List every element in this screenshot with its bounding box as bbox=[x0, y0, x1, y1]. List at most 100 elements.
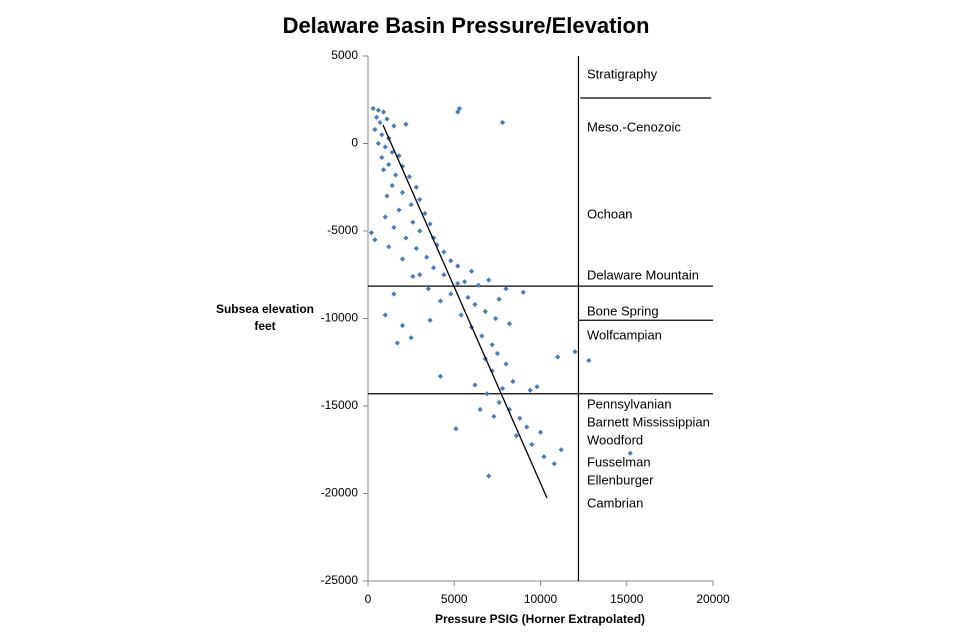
stratigraphy-label: Pennsylvanian bbox=[587, 396, 672, 411]
scatter-point bbox=[417, 272, 423, 278]
scatter-point bbox=[472, 382, 478, 388]
stratigraphy-label: Barnett Mississippian bbox=[587, 414, 710, 429]
scatter-point bbox=[437, 298, 444, 304]
scatter-point bbox=[382, 144, 388, 150]
stratigraphy-label: Bone Spring bbox=[587, 303, 659, 318]
scatter-point bbox=[379, 132, 385, 138]
scatter-point bbox=[427, 317, 433, 323]
scatter-point bbox=[372, 237, 378, 243]
scatter-point bbox=[377, 119, 383, 126]
scatter-point bbox=[408, 202, 414, 208]
scatter-point bbox=[368, 230, 375, 236]
scatter-point bbox=[517, 415, 523, 421]
stratigraphy-label: Ochoan bbox=[587, 206, 633, 221]
y-tick-label: -20000 bbox=[321, 486, 359, 500]
x-axis-title: Pressure PSIG (Horner Extrapolated) bbox=[435, 612, 645, 626]
scatter-point bbox=[413, 245, 419, 252]
scatter-point bbox=[468, 268, 475, 274]
scatter-point bbox=[555, 354, 561, 360]
scatter-point bbox=[484, 391, 490, 397]
scatter-point bbox=[379, 154, 385, 161]
scatter-point bbox=[494, 350, 500, 357]
stratigraphy-label: Stratigraphy bbox=[587, 66, 658, 81]
scatter-point bbox=[375, 140, 381, 147]
scatter-point bbox=[499, 385, 506, 392]
y-tick-label: -15000 bbox=[321, 398, 359, 412]
stratigraphy-label: Cambrian bbox=[587, 495, 643, 510]
scatter-point bbox=[527, 387, 533, 393]
scatter-point bbox=[399, 322, 406, 329]
scatter-point bbox=[437, 373, 444, 379]
x-tick-label: 15000 bbox=[610, 592, 644, 606]
x-tick-label: 20000 bbox=[696, 592, 730, 606]
scatter-point bbox=[486, 473, 492, 479]
scatter-point bbox=[453, 426, 459, 432]
scatter-point bbox=[406, 174, 412, 180]
scatter-point bbox=[425, 286, 431, 292]
scatter-point bbox=[391, 123, 397, 129]
scatter-point bbox=[493, 315, 499, 322]
stratigraphy-label: Fusselman bbox=[587, 454, 651, 469]
scatter-point bbox=[413, 184, 419, 190]
scatter-point bbox=[399, 189, 406, 196]
scatter-point bbox=[424, 254, 430, 260]
stratigraphy-label: Woodford bbox=[587, 432, 643, 447]
scatter-point bbox=[503, 286, 509, 292]
x-tick-label: 10000 bbox=[524, 592, 558, 606]
scatter-point bbox=[396, 207, 402, 213]
chart-title: Delaware Basin Pressure/Elevation bbox=[283, 13, 650, 38]
scatter-point bbox=[524, 424, 530, 430]
x-tick-label: 5000 bbox=[441, 592, 468, 606]
scatter-point bbox=[417, 196, 423, 203]
scatter-point bbox=[586, 357, 592, 364]
scatter-point bbox=[391, 224, 397, 231]
stratigraphy-label: Wolfcampian bbox=[587, 327, 662, 342]
scatter-point bbox=[472, 301, 478, 308]
scatter-point bbox=[499, 119, 506, 126]
y-tick-label: 5000 bbox=[331, 48, 358, 62]
scatter-point bbox=[534, 384, 540, 390]
scatter-point bbox=[455, 263, 461, 269]
scatter-point bbox=[399, 256, 406, 262]
scatter-point bbox=[410, 273, 416, 280]
scatter-point bbox=[384, 193, 390, 199]
scatter-point bbox=[389, 149, 395, 155]
scatter-point bbox=[558, 447, 564, 453]
scatter-point bbox=[389, 182, 395, 189]
scatter-point bbox=[520, 289, 526, 295]
scatter-point bbox=[403, 121, 409, 127]
stratigraphy-label: Ellenburger bbox=[587, 472, 654, 487]
scatter-point bbox=[430, 265, 437, 271]
y-tick-label: -25000 bbox=[321, 573, 359, 587]
scatter-point bbox=[448, 258, 454, 264]
scatter-point bbox=[455, 109, 461, 115]
y-axis-title: Subsea elevation bbox=[216, 302, 314, 316]
scatter-point bbox=[441, 272, 447, 278]
scatter-point bbox=[403, 235, 409, 241]
scatter-point bbox=[503, 361, 509, 367]
scatter-point bbox=[482, 308, 488, 315]
scatter-point bbox=[475, 282, 481, 288]
scatter-point bbox=[380, 167, 387, 173]
scatter-point bbox=[496, 296, 502, 302]
scatter-point bbox=[374, 114, 380, 120]
scatter-point bbox=[441, 249, 447, 255]
scatter-point bbox=[541, 454, 547, 460]
scatter-point bbox=[572, 349, 578, 355]
scatter-point bbox=[410, 219, 416, 225]
scatter-point bbox=[455, 280, 461, 287]
trendline bbox=[382, 124, 548, 499]
y-tick-label: 0 bbox=[351, 136, 358, 150]
scatter-point bbox=[465, 294, 471, 301]
scatter-point bbox=[491, 413, 497, 420]
scatter-point bbox=[372, 126, 378, 133]
scatter-point bbox=[513, 433, 519, 439]
scatter-point bbox=[382, 214, 388, 220]
scatter-point bbox=[448, 291, 454, 297]
y-axis-title: feet bbox=[254, 319, 275, 333]
scatter-point bbox=[506, 321, 513, 327]
scatter-point bbox=[510, 378, 516, 385]
scatter-point bbox=[489, 342, 495, 348]
scatter-point bbox=[551, 461, 557, 467]
scatter-point bbox=[370, 105, 376, 112]
